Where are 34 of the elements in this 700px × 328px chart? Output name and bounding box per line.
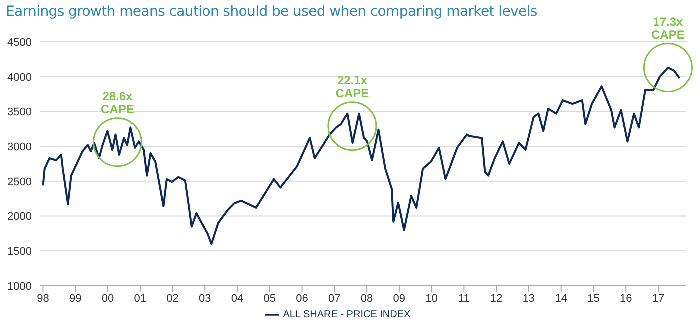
y-tick-label: 2000 (8, 211, 32, 224)
x-tick-label: 13 (522, 292, 536, 305)
x-tick-label: 17 (652, 292, 665, 305)
x-tick-label: 99 (69, 292, 82, 305)
chart-title: Earnings growth means caution should be used when comparing market levels (6, 4, 538, 20)
x-tick-label: 00 (102, 292, 114, 305)
annotation: 22.1x CAPE (336, 73, 370, 100)
x-tick-label: 09 (393, 292, 406, 305)
x-tick-label: 10 (426, 292, 438, 305)
legend-label: ALL SHARE - PRICE INDEX (283, 310, 411, 321)
line-series (42, 66, 681, 246)
annotation: 17.3x CAPE (652, 14, 685, 42)
x-tick-label: 16 (620, 292, 632, 305)
annotation: 28.6x CAPE (101, 89, 134, 116)
x-tick-label: 02 (166, 292, 179, 305)
x-tick-label: 14 (555, 292, 568, 305)
y-tick-label: 1500 (8, 246, 32, 258)
y-tick-label: 3000 (8, 141, 32, 154)
x-tick-label: 06 (296, 292, 308, 305)
y-tick-label: 2500 (8, 176, 32, 188)
x-tick-label: 11 (458, 292, 470, 305)
x-tick-label: 01 (134, 292, 147, 305)
x-tick-label: 15 (588, 292, 600, 305)
y-tick-label: 1000 (8, 280, 32, 293)
y-tick-label: 3500 (8, 106, 32, 119)
x-tick-label: 04 (231, 292, 244, 305)
x-tick-label: 05 (264, 292, 276, 305)
y-tick-label: 4000 (8, 72, 32, 84)
y-tick-label: 4500 (8, 36, 32, 49)
x-tick-label: 98 (37, 292, 50, 305)
x-tick-label: 07 (328, 292, 341, 305)
x-tick-label: 03 (199, 292, 212, 305)
x-tick-label: 12 (490, 292, 503, 305)
x-tick-label: 08 (360, 292, 374, 305)
